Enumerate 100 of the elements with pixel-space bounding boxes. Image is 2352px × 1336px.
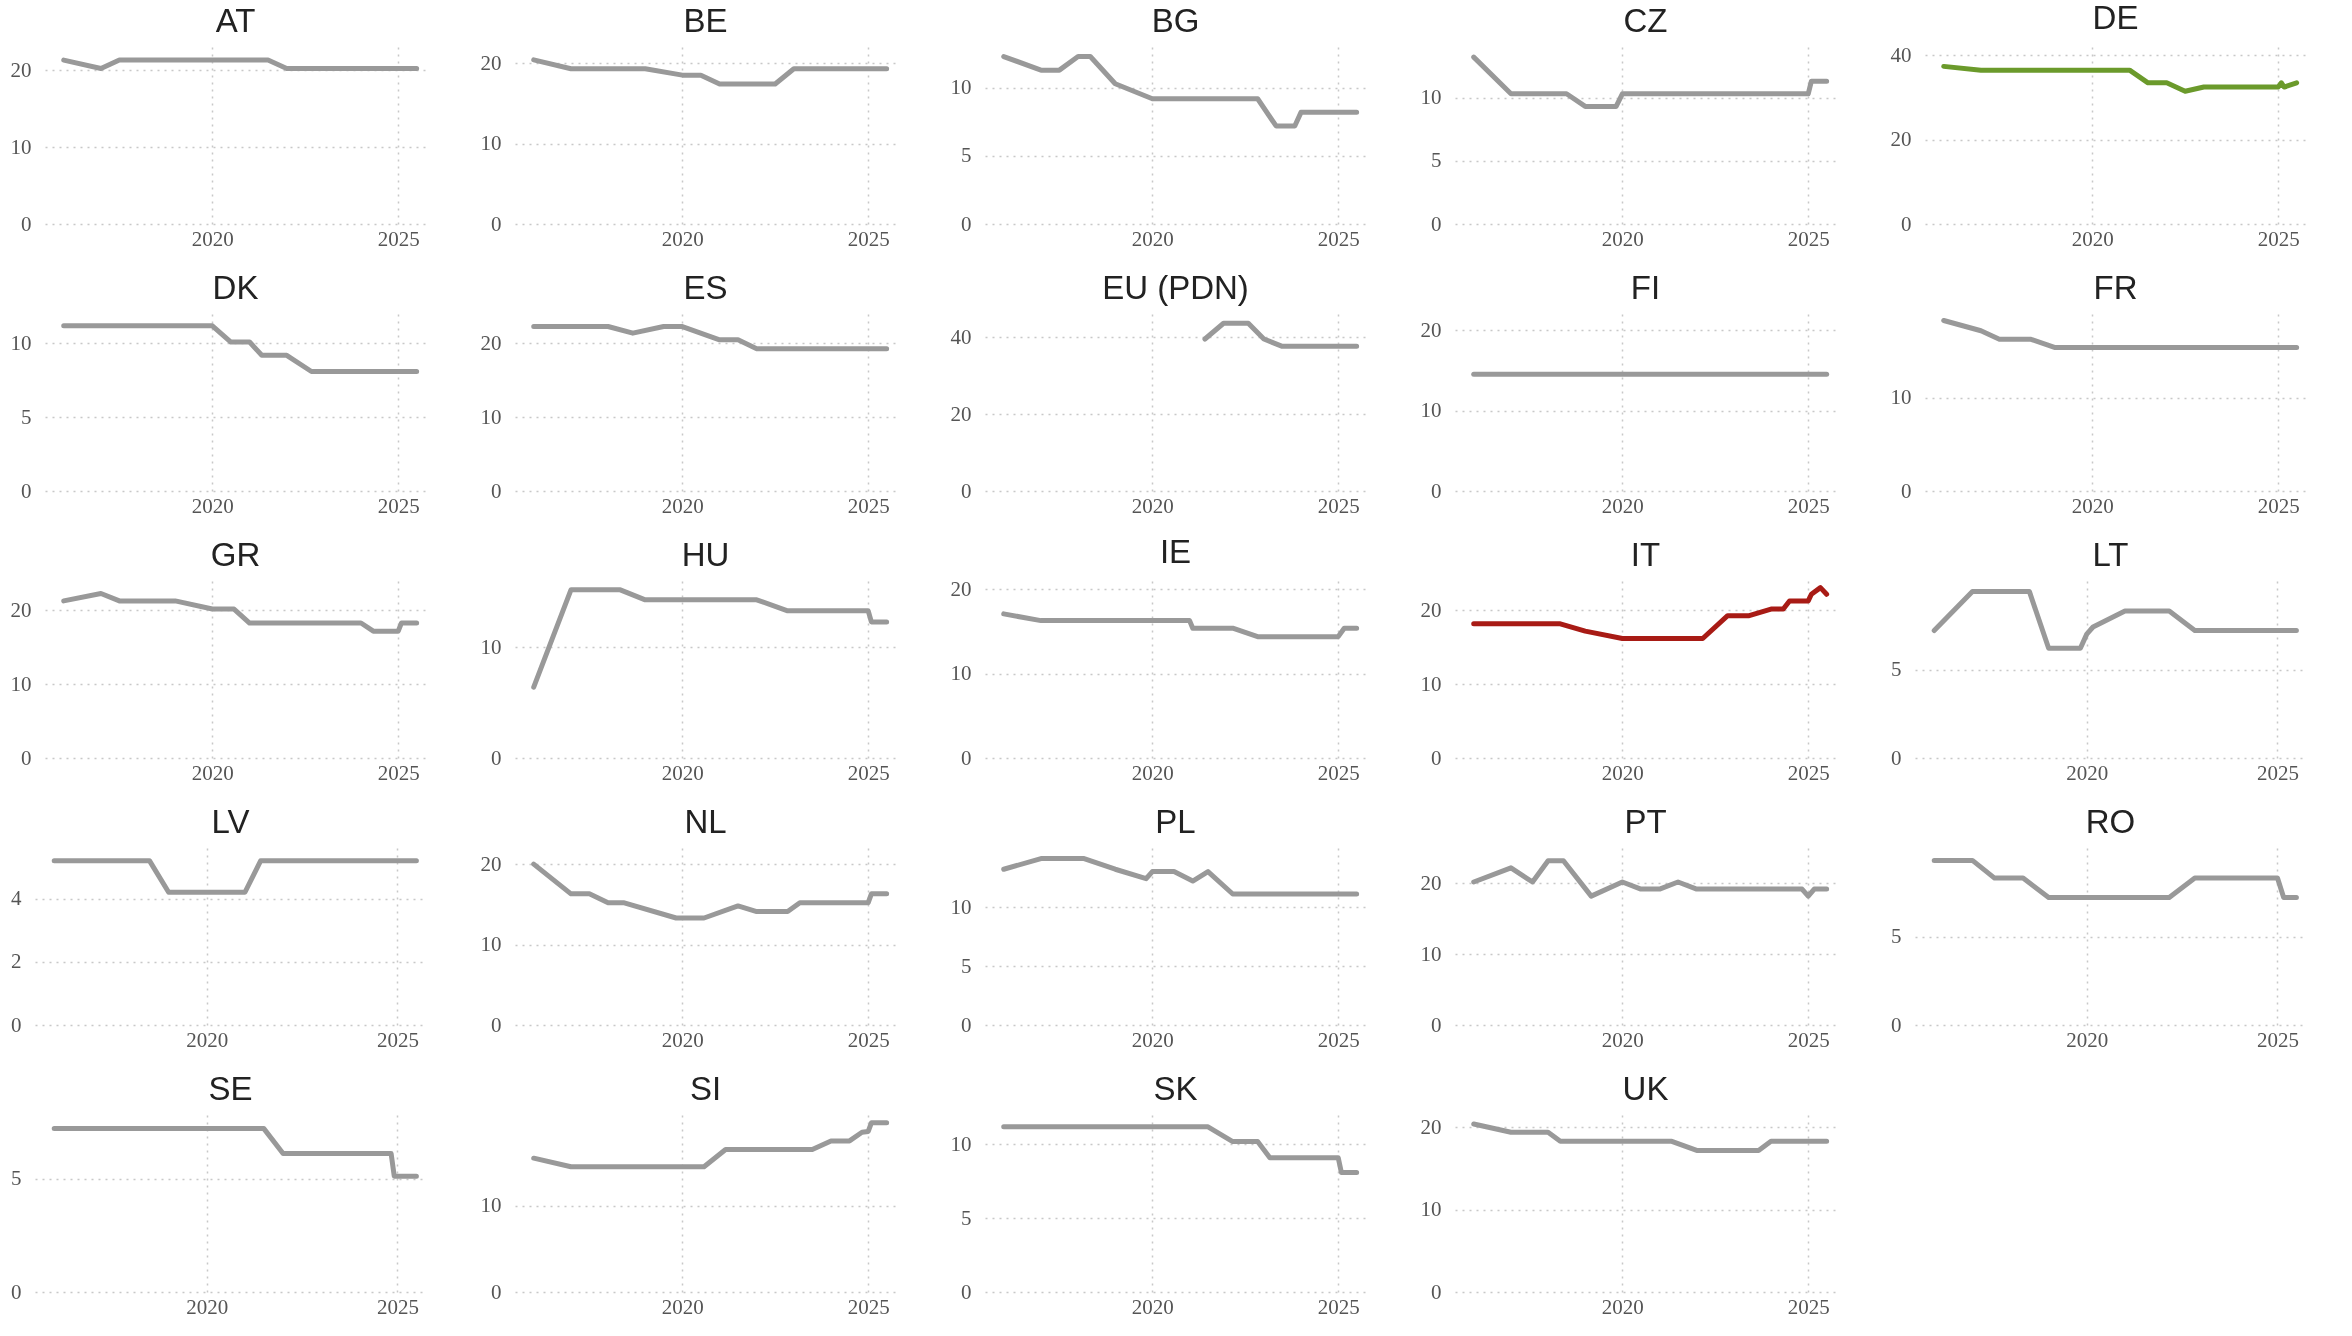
- x-tick-label: 2020: [191, 760, 234, 785]
- x-tick-label: 2020: [1131, 493, 1174, 518]
- x-tick-label: 2025: [377, 1294, 419, 1319]
- chart-title: FI: [1630, 269, 1661, 306]
- x-tick-label: 2025: [847, 1294, 890, 1319]
- x-tick-label: 2025: [2257, 1027, 2299, 1052]
- x-tick-label: 2020: [661, 760, 704, 785]
- y-tick-label: 0: [491, 1279, 502, 1304]
- y-tick-label: 4: [11, 886, 22, 911]
- x-tick-label: 2025: [847, 760, 890, 785]
- chart-title: ES: [683, 269, 728, 306]
- x-tick-label: 2020: [191, 493, 234, 518]
- y-tick-label: 0: [1891, 745, 1902, 770]
- y-tick-label: 10: [480, 1193, 502, 1218]
- x-tick-label: 2020: [2066, 760, 2109, 785]
- y-tick-label: 20: [1420, 870, 1442, 895]
- chart-title: RO: [2085, 803, 2136, 840]
- x-tick-label: 2020: [661, 493, 704, 518]
- y-tick-label: 0: [961, 745, 972, 770]
- y-tick-label: 0: [21, 211, 32, 236]
- y-tick-label: 10: [480, 131, 502, 156]
- chart-title: DE: [2092, 0, 2139, 37]
- y-tick-label: 10: [1420, 1197, 1442, 1222]
- chart-title: SK: [1153, 1070, 1198, 1107]
- y-tick-label: 2: [11, 949, 22, 974]
- x-tick-label: 2020: [661, 1294, 704, 1319]
- y-tick-label: 10: [950, 894, 972, 919]
- y-tick-label: 0: [1901, 211, 1912, 236]
- y-tick-label: 5: [961, 1205, 972, 1230]
- y-tick-label: 10: [1420, 671, 1442, 696]
- y-tick-label: 10: [950, 75, 972, 100]
- y-tick-label: 20: [480, 851, 502, 876]
- y-tick-label: 10: [480, 404, 502, 429]
- y-tick-label: 0: [1901, 478, 1912, 503]
- y-tick-label: 10: [950, 661, 972, 686]
- y-tick-label: 0: [961, 1012, 972, 1037]
- y-tick-label: 0: [491, 745, 502, 770]
- y-tick-label: 20: [1420, 317, 1442, 342]
- chart-title: AT: [215, 2, 256, 39]
- y-tick-label: 40: [1890, 42, 1912, 67]
- chart-title: HU: [681, 536, 730, 573]
- y-tick-label: 20: [10, 57, 32, 82]
- x-tick-label: 2025: [2257, 493, 2300, 518]
- chart-title: FR: [2093, 269, 2138, 306]
- x-tick-label: 2025: [377, 226, 420, 251]
- y-tick-label: 0: [491, 478, 502, 503]
- y-tick-label: 5: [961, 143, 972, 168]
- x-tick-label: 2020: [186, 1027, 229, 1052]
- chart-title: GR: [210, 536, 261, 573]
- y-tick-label: 5: [1891, 924, 1902, 948]
- y-tick-label: 0: [1431, 1012, 1442, 1037]
- chart-title: LT: [2092, 536, 2129, 573]
- x-tick-label: 2020: [1131, 1027, 1174, 1052]
- chart-title: BE: [683, 2, 728, 39]
- y-tick-label: 20: [480, 50, 502, 75]
- y-tick-label: 20: [1420, 598, 1442, 622]
- y-tick-label: 0: [1431, 745, 1442, 770]
- x-tick-label: 2025: [1787, 226, 1830, 251]
- y-tick-label: 0: [1891, 1012, 1902, 1037]
- x-tick-label: 2020: [191, 226, 234, 251]
- y-tick-label: 20: [10, 598, 32, 622]
- x-tick-label: 2020: [1601, 1027, 1644, 1052]
- x-tick-label: 2025: [847, 1027, 890, 1052]
- x-tick-label: 2020: [2071, 226, 2114, 251]
- chart-title: PT: [1624, 803, 1667, 840]
- chart-title: PL: [1155, 803, 1196, 840]
- y-tick-label: 0: [1431, 211, 1442, 236]
- x-tick-label: 2025: [1317, 1294, 1360, 1319]
- x-tick-label: 2025: [377, 1027, 419, 1052]
- chart-title: IE: [1159, 533, 1192, 571]
- x-tick-label: 2025: [377, 493, 420, 518]
- y-tick-label: 20: [1420, 1114, 1442, 1139]
- x-tick-label: 2025: [2257, 760, 2299, 785]
- chart-title: IT: [1630, 536, 1661, 573]
- x-tick-label: 2020: [1601, 226, 1644, 251]
- x-tick-label: 2025: [847, 493, 890, 518]
- x-tick-label: 2025: [1317, 226, 1360, 251]
- x-tick-label: 2025: [1787, 1294, 1830, 1319]
- x-tick-label: 2020: [1131, 1294, 1174, 1319]
- y-tick-label: 40: [950, 324, 972, 349]
- x-tick-label: 2020: [661, 226, 704, 251]
- x-tick-label: 2025: [1787, 760, 1830, 785]
- chart-title: LV: [211, 803, 250, 840]
- y-tick-label: 5: [21, 404, 32, 429]
- x-tick-label: 2020: [661, 1027, 704, 1052]
- y-tick-label: 0: [961, 211, 972, 236]
- chart-title: SI: [689, 1070, 722, 1107]
- y-tick-label: 0: [1431, 1279, 1442, 1304]
- x-tick-label: 2020: [1131, 760, 1174, 785]
- y-tick-label: 0: [491, 211, 502, 236]
- y-tick-label: 10: [1890, 385, 1912, 410]
- y-tick-label: 0: [1431, 478, 1442, 503]
- y-tick-label: 0: [11, 1012, 22, 1037]
- y-tick-label: 10: [1420, 398, 1442, 423]
- x-tick-label: 2025: [1317, 760, 1360, 785]
- x-tick-label: 2020: [186, 1294, 229, 1319]
- y-tick-label: 10: [950, 1132, 972, 1156]
- x-tick-label: 2020: [2066, 1027, 2109, 1052]
- y-tick-label: 20: [950, 401, 972, 426]
- y-tick-label: 0: [491, 1012, 502, 1037]
